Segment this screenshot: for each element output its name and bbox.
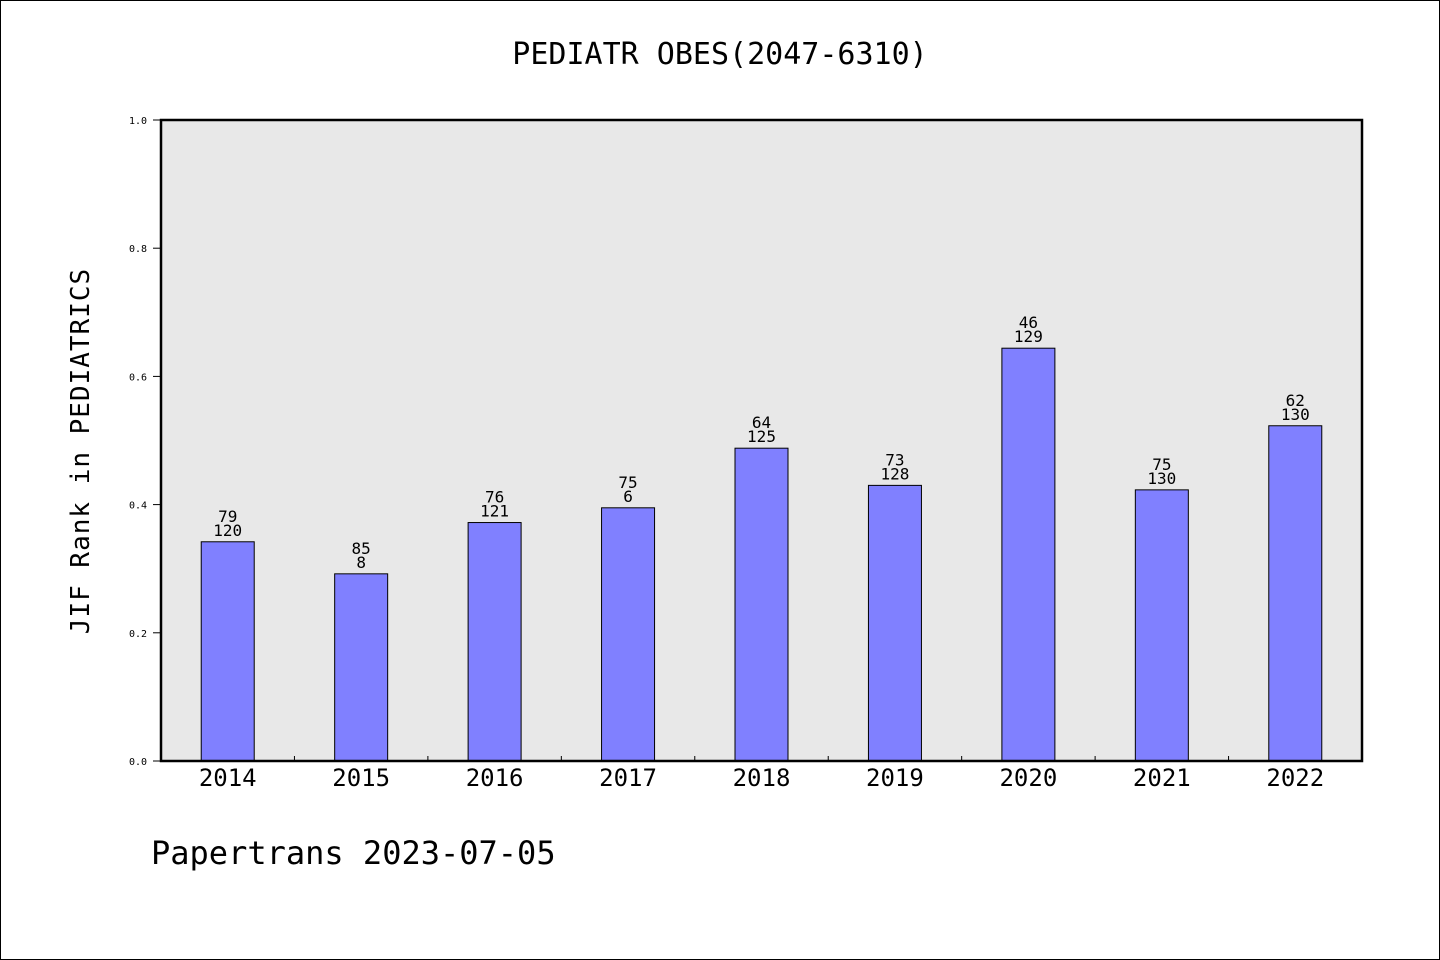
x-tick-label: 2014 <box>199 764 257 792</box>
y-tick-label: 0.8 <box>129 244 147 255</box>
x-tick-label: 2018 <box>733 764 791 792</box>
x-tick-label: 2022 <box>1266 764 1324 792</box>
x-tick-label: 2020 <box>999 764 1057 792</box>
bar-2016 <box>467 522 522 762</box>
chart-title: PEDIATR OBES(2047-6310) <box>512 37 928 72</box>
bar-label-bottom: 130 <box>1281 405 1310 424</box>
y-tick-label: 1.0 <box>129 116 147 127</box>
x-tick-label: 2017 <box>599 764 657 792</box>
bar-label-bottom: 128 <box>880 464 909 483</box>
bar-label-top: 64 <box>752 413 771 432</box>
bar-label-top: 76 <box>485 488 504 507</box>
bar-label-top: 75 <box>1152 455 1171 474</box>
bar-2014 <box>200 541 255 762</box>
bar-2022 <box>1268 425 1323 762</box>
bar-label-bottom: 125 <box>747 427 776 446</box>
y-tick-label: 0.2 <box>129 629 147 640</box>
bar-2018 <box>734 447 789 762</box>
bar-label-bottom: 121 <box>480 502 509 521</box>
x-tick-label: 2016 <box>466 764 524 792</box>
bar-label-bottom: 129 <box>1014 327 1043 346</box>
bar-2019 <box>867 484 922 762</box>
bar-label-bottom: 120 <box>213 521 242 540</box>
bar-2020 <box>1001 347 1056 762</box>
bar-label-bottom: 8 <box>356 553 366 572</box>
bar-2021 <box>1134 489 1189 762</box>
x-tick-label: 2021 <box>1133 764 1191 792</box>
plot-border <box>159 118 1364 763</box>
bar-label-bottom: 6 <box>623 487 633 506</box>
y-tick-label: 0.4 <box>129 501 147 512</box>
bar-label-top: 62 <box>1286 391 1305 410</box>
bar-label-top: 73 <box>885 450 904 469</box>
bar-label-bottom: 130 <box>1147 469 1176 488</box>
x-tick-label: 2015 <box>332 764 390 792</box>
bar-label-top: 46 <box>1019 313 1038 332</box>
bar-label-top: 85 <box>352 539 371 558</box>
bar-label-top: 75 <box>618 473 637 492</box>
bar-label-top: 79 <box>218 507 237 526</box>
bar-2017 <box>601 507 656 762</box>
y-tick-label: 0.0 <box>129 757 147 768</box>
y-tick-label: 0.6 <box>129 372 147 383</box>
footer-credit: Papertrans 2023-07-05 <box>151 834 556 872</box>
bar-2015 <box>334 573 389 762</box>
x-tick-label: 2019 <box>866 764 924 792</box>
